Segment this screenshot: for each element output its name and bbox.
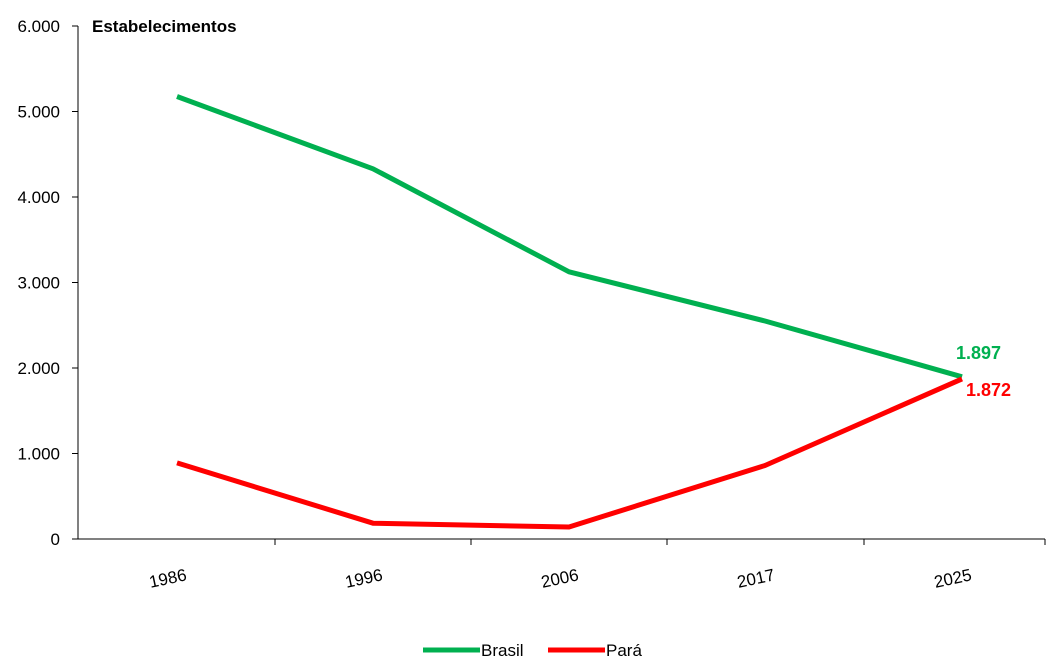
y-tick-label: 4.000 <box>17 188 60 207</box>
legend-item-pará: Pará <box>548 641 642 658</box>
data-label-brasil: 1.897 <box>956 343 1001 363</box>
data-labels: 1.897 1.872 <box>956 343 1011 400</box>
legend-label: Pará <box>606 641 642 658</box>
legend: Brasil Pará <box>423 641 642 658</box>
x-tick-label: 2017 <box>735 565 776 591</box>
y-tick-label: 3.000 <box>17 274 60 293</box>
y-tick-label: 2.000 <box>17 359 60 378</box>
legend-item-brasil: Brasil <box>423 641 524 658</box>
series-line-brasil <box>176 94 963 380</box>
x-tick-label: 2025 <box>932 565 973 591</box>
y-tick-label: 0 <box>51 530 60 549</box>
y-axis-ticks: 0 1.000 2.000 3.000 4.000 5.000 6.000 <box>17 17 78 549</box>
axes <box>77 26 1045 540</box>
y-tick-label: 6.000 <box>17 17 60 36</box>
x-tick-label: 1996 <box>343 565 384 591</box>
x-tick-label: 1986 <box>147 565 188 591</box>
y-axis-title: Estabelecimentos <box>92 17 237 36</box>
x-axis-ticks: 1986 1996 2006 2017 2025 <box>147 539 1046 592</box>
y-tick-label: 1.000 <box>17 445 60 464</box>
y-tick-label: 5.000 <box>17 103 60 122</box>
series-lines <box>176 94 964 530</box>
x-tick-label: 2006 <box>539 565 580 591</box>
data-label-pará: 1.872 <box>966 380 1011 400</box>
legend-label: Brasil <box>481 641 524 658</box>
series-line-pará <box>176 376 964 530</box>
